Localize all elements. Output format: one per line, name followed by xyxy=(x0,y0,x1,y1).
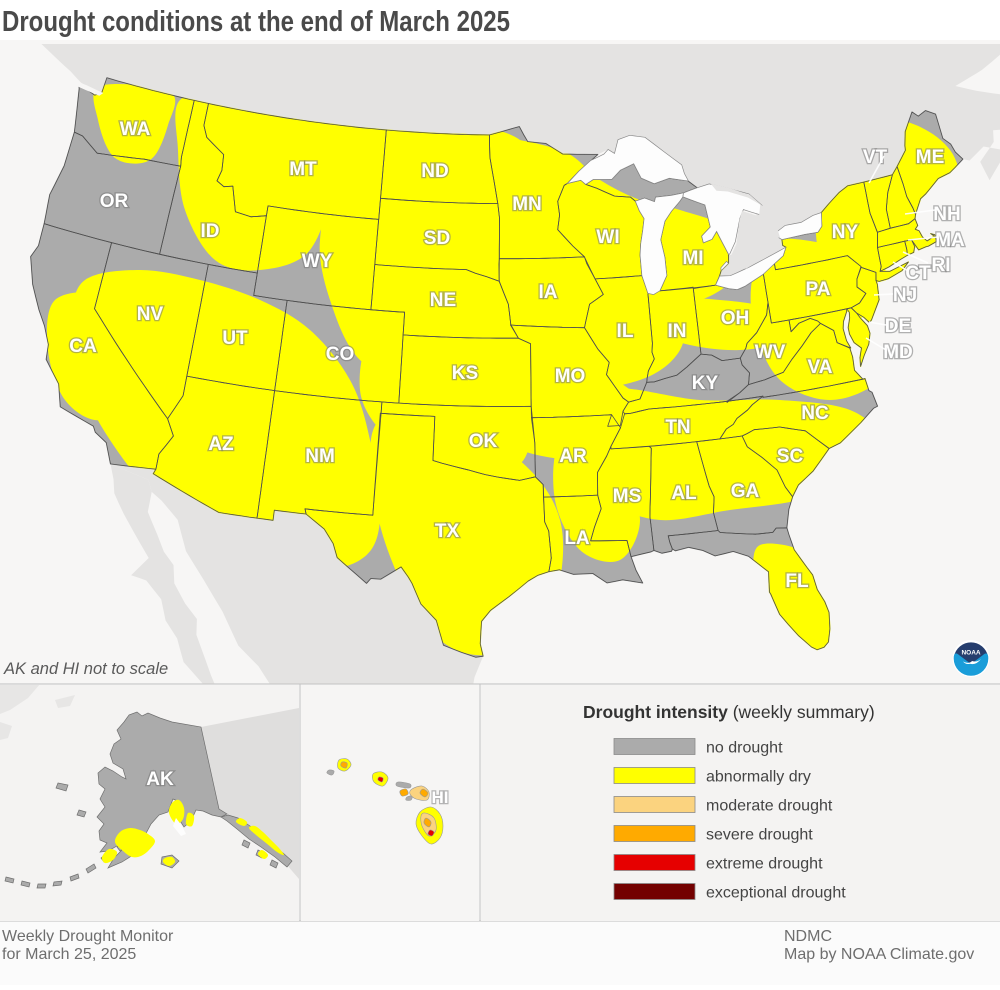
svg-text:MI: MI xyxy=(682,248,703,269)
svg-text:CT: CT xyxy=(905,263,931,284)
svg-text:KS: KS xyxy=(452,363,478,384)
svg-text:OK: OK xyxy=(469,431,498,452)
svg-text:CA: CA xyxy=(69,336,97,357)
svg-text:IL: IL xyxy=(617,321,634,342)
svg-text:WA: WA xyxy=(120,119,151,140)
svg-text:GA: GA xyxy=(731,481,760,502)
svg-text:ME: ME xyxy=(916,147,945,168)
svg-text:CO: CO xyxy=(326,344,355,365)
svg-text:SD: SD xyxy=(424,228,450,249)
svg-text:WV: WV xyxy=(755,342,786,363)
svg-text:extreme drought: extreme drought xyxy=(706,856,823,873)
svg-text:severe drought: severe drought xyxy=(706,827,813,844)
svg-text:NJ: NJ xyxy=(893,285,917,306)
svg-text:HI: HI xyxy=(432,788,449,807)
svg-text:MO: MO xyxy=(555,366,586,387)
svg-text:NH: NH xyxy=(933,204,960,225)
svg-text:NOAA: NOAA xyxy=(961,650,980,657)
svg-text:NDMC: NDMC xyxy=(784,928,832,945)
svg-text:no drought: no drought xyxy=(706,740,783,757)
svg-text:AR: AR xyxy=(559,446,587,467)
svg-text:MN: MN xyxy=(512,194,542,215)
svg-text:VA: VA xyxy=(808,357,833,378)
svg-text:FL: FL xyxy=(785,571,809,592)
svg-text:NY: NY xyxy=(832,222,859,243)
svg-text:VT: VT xyxy=(863,147,888,168)
svg-text:RI: RI xyxy=(932,255,951,276)
svg-text:abnormally dry: abnormally dry xyxy=(706,769,811,786)
svg-text:IN: IN xyxy=(668,321,687,342)
svg-text:AZ: AZ xyxy=(208,434,234,455)
svg-text:AK and HI not to scale: AK and HI not to scale xyxy=(3,660,168,678)
svg-text:LA: LA xyxy=(564,528,590,549)
svg-text:PA: PA xyxy=(806,279,831,300)
svg-text:Map by NOAA Climate.gov: Map by NOAA Climate.gov xyxy=(784,946,974,963)
svg-text:NM: NM xyxy=(305,446,335,467)
svg-text:TN: TN xyxy=(665,417,690,438)
svg-text:IA: IA xyxy=(539,282,558,303)
svg-text:TX: TX xyxy=(435,521,460,542)
svg-text:moderate drought: moderate drought xyxy=(706,798,833,815)
svg-text:OH: OH xyxy=(721,308,750,329)
svg-text:Drought intensity (weekly summ: Drought intensity (weekly summary) xyxy=(583,702,875,722)
svg-text:KY: KY xyxy=(692,373,719,394)
svg-text:NC: NC xyxy=(801,403,829,424)
svg-text:WY: WY xyxy=(302,251,333,272)
svg-text:AK: AK xyxy=(146,769,174,790)
svg-text:MA: MA xyxy=(935,230,965,251)
svg-text:UT: UT xyxy=(222,328,248,349)
svg-text:Weekly Drought Monitor: Weekly Drought Monitor xyxy=(2,928,174,945)
svg-text:AL: AL xyxy=(671,483,697,504)
svg-text:DE: DE xyxy=(885,316,911,337)
svg-text:MD: MD xyxy=(883,342,913,363)
svg-text:for March 25, 2025: for March 25, 2025 xyxy=(2,946,136,963)
svg-text:NE: NE xyxy=(430,290,456,311)
svg-text:exceptional drought: exceptional drought xyxy=(706,885,846,902)
svg-text:OR: OR xyxy=(100,191,129,212)
svg-text:ID: ID xyxy=(201,221,220,242)
svg-text:SC: SC xyxy=(777,446,804,467)
svg-text:Drought conditions at the end: Drought conditions at the end of March 2… xyxy=(2,6,510,38)
svg-text:MS: MS xyxy=(613,486,642,507)
svg-text:ND: ND xyxy=(421,161,448,182)
svg-text:NV: NV xyxy=(137,304,164,325)
svg-text:MT: MT xyxy=(289,159,317,180)
svg-text:WI: WI xyxy=(596,227,619,248)
